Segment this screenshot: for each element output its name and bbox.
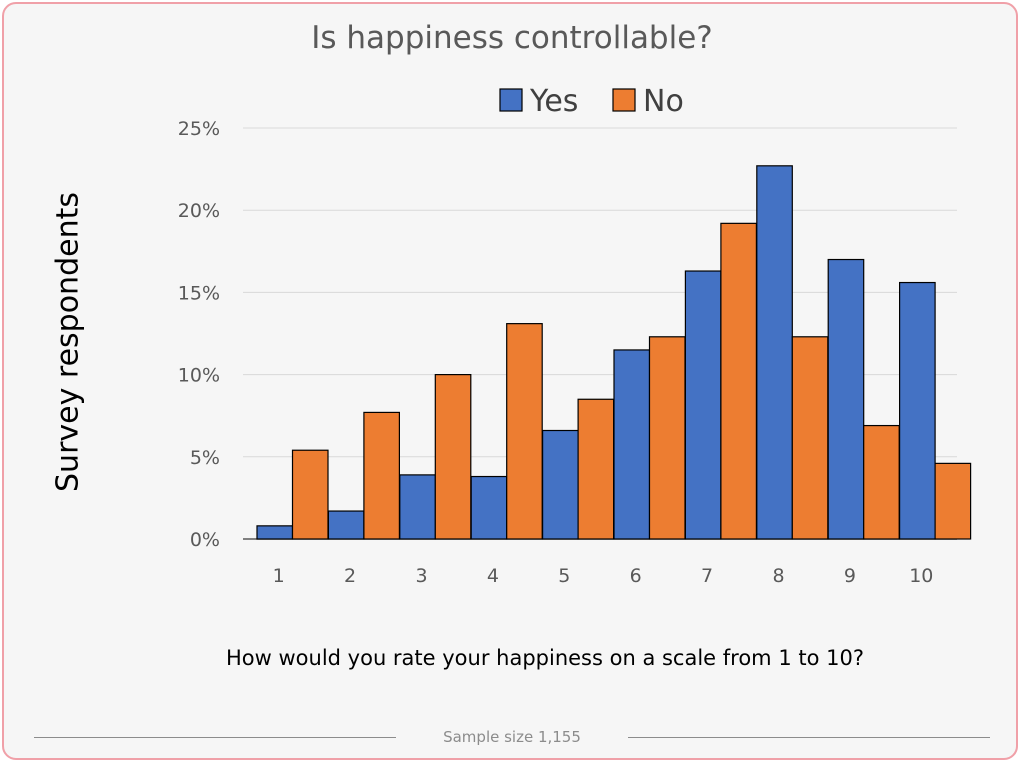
y-tick-label: 0%	[190, 529, 220, 551]
footer-divider-left	[34, 737, 396, 738]
bar-yes-3	[399, 474, 436, 540]
footer-divider-right	[628, 737, 990, 738]
y-axis-ticks: 0% 5% 10% 15% 20% 25%	[178, 118, 220, 551]
legend-swatch-no	[612, 88, 636, 112]
y-tick-label: 20%	[178, 200, 220, 222]
bar-yes-1	[256, 525, 294, 540]
x-axis-ticks: 1 2 3 4 5 6 7 8 9 10	[273, 565, 934, 587]
bar-no-6	[648, 336, 686, 540]
bar-no-9	[863, 424, 900, 540]
bar-yes-2	[327, 510, 365, 540]
bars	[256, 165, 972, 540]
x-tick-label: 1	[273, 565, 285, 587]
y-tick-label: 10%	[178, 365, 220, 387]
bar-no-3	[434, 374, 472, 540]
x-tick-label: 6	[630, 565, 642, 587]
bar-no-2	[363, 411, 400, 540]
x-tick-label: 5	[558, 565, 570, 587]
y-tick-label: 5%	[190, 447, 220, 469]
y-tick-label: 15%	[178, 282, 220, 304]
x-tick-label: 2	[344, 565, 356, 587]
x-tick-label: 7	[701, 565, 713, 587]
bar-no-1	[291, 449, 329, 540]
sample-size-note: Sample size 1,155	[443, 728, 581, 746]
chart-title: Is happiness controllable?	[311, 20, 713, 56]
legend: Yes No	[499, 84, 684, 119]
legend-label-yes: Yes	[529, 84, 578, 119]
legend-label-no: No	[643, 84, 684, 119]
bar-yes-8	[756, 165, 793, 540]
bar-yes-6	[613, 349, 651, 540]
x-tick-label: 8	[772, 565, 784, 587]
x-axis-label: How would you rate your happiness on a s…	[226, 646, 864, 670]
bar-yes-5	[541, 429, 579, 540]
bar-yes-9	[827, 258, 865, 540]
bar-yes-7	[684, 270, 722, 540]
x-tick-label: 10	[909, 565, 933, 587]
x-tick-label: 4	[487, 565, 499, 587]
bar-no-5	[577, 398, 615, 540]
bar-no-10	[934, 462, 972, 540]
x-tick-label: 3	[415, 565, 427, 587]
y-axis-label: Survey respondents	[50, 192, 86, 492]
bar-no-8	[791, 336, 829, 540]
bar-no-7	[720, 222, 758, 540]
legend-swatch-yes	[499, 88, 523, 112]
x-tick-label: 9	[844, 565, 856, 587]
bar-yes-10	[898, 281, 936, 540]
bar-yes-4	[470, 475, 508, 540]
y-tick-label: 25%	[178, 118, 220, 140]
bar-no-4	[506, 323, 543, 540]
